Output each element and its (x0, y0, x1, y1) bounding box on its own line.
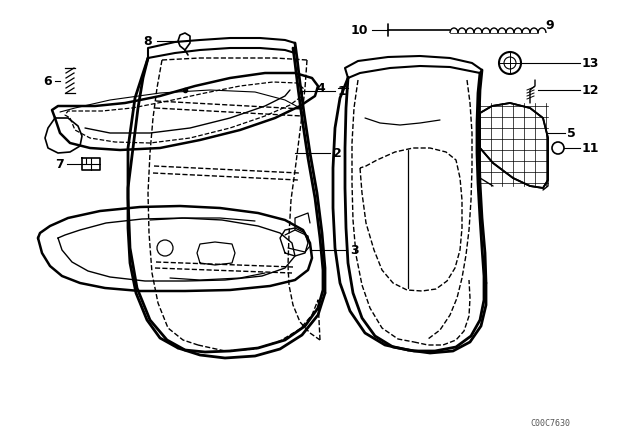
Text: 9: 9 (545, 18, 554, 31)
Text: 5: 5 (567, 126, 576, 139)
Text: 7: 7 (55, 158, 64, 171)
Text: 10: 10 (351, 23, 368, 36)
Text: 8: 8 (143, 34, 152, 47)
Text: 11: 11 (582, 142, 600, 155)
Text: 6: 6 (44, 74, 52, 87)
Text: 3: 3 (350, 244, 358, 257)
Text: 4: 4 (316, 82, 325, 95)
Text: C00C7630: C00C7630 (531, 419, 570, 428)
Text: 2: 2 (333, 146, 342, 159)
Text: 1: 1 (338, 85, 347, 98)
Text: 13: 13 (582, 56, 600, 69)
Text: 12: 12 (582, 83, 600, 96)
